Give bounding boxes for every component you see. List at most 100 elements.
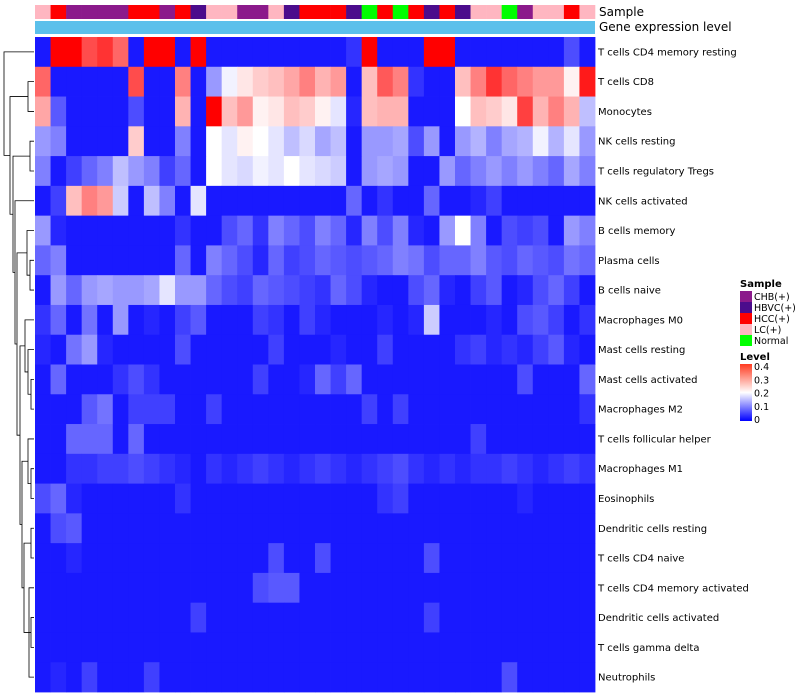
heatmap-cell (423, 156, 440, 187)
heatmap-cell (408, 632, 425, 663)
heatmap-cell (517, 543, 534, 574)
heatmap-cell (221, 662, 238, 693)
heatmap-cell (128, 275, 145, 306)
heatmap-cell (252, 513, 269, 544)
heatmap-cell (470, 215, 487, 246)
heatmap-cell (330, 304, 347, 336)
heatmap-cell (66, 662, 83, 693)
heatmap-cell (361, 632, 378, 663)
heatmap-cell (392, 364, 409, 395)
heatmap-cell (50, 453, 67, 484)
heatmap-cell (330, 66, 347, 97)
heatmap-cell (159, 394, 176, 425)
heatmap-cell (455, 304, 471, 336)
heatmap-cell (206, 334, 223, 365)
heatmap-cell (315, 156, 331, 187)
heatmap-cell (501, 66, 518, 97)
row-label: T cells regulatory Tregs (597, 166, 714, 177)
heatmap-cell (330, 602, 347, 633)
heatmap-cell (128, 304, 145, 336)
heatmap-cell (159, 602, 176, 633)
heatmap-cell (517, 334, 534, 365)
heatmap-cell (81, 245, 98, 276)
heatmap-cell (517, 632, 534, 663)
heatmap-cell (548, 572, 565, 604)
heatmap-cell (299, 543, 316, 574)
heatmap-cell (159, 156, 176, 187)
heatmap-cell (66, 424, 83, 455)
heatmap-cell (361, 304, 378, 336)
heatmap-cell (501, 394, 518, 425)
heatmap-cell (97, 156, 114, 187)
heatmap-cell (346, 453, 363, 484)
legend: Sample CHB(+)HBVC(+)HCC(+)LC(+)Normal Le… (740, 279, 796, 426)
heatmap-cell (423, 364, 440, 395)
heatmap-cell (66, 37, 83, 68)
heatmap-cell (175, 483, 191, 514)
row-label: B cells naive (598, 286, 661, 297)
heatmap-cell (346, 662, 363, 693)
heatmap-cell (159, 275, 176, 306)
heatmap-cell (128, 364, 145, 395)
heatmap-cell (128, 602, 145, 633)
heatmap-cell (563, 96, 580, 127)
sample-annotation-cell (206, 5, 222, 19)
sample-annotation-cell (175, 5, 191, 19)
legend-tick-label: 0.1 (754, 402, 769, 413)
heatmap-cell (517, 304, 534, 336)
heatmap-cell (579, 185, 596, 217)
heatmap-cell (532, 275, 549, 306)
sample-annotation-cell (408, 5, 425, 19)
heatmap-cell (346, 275, 363, 306)
heatmap-cell (112, 602, 129, 633)
heatmap-cell (190, 483, 207, 514)
heatmap-cell (470, 364, 487, 395)
heatmap-cell (206, 215, 223, 246)
heatmap-cell (81, 96, 98, 127)
heatmap-cell (190, 364, 207, 395)
heatmap-cell (50, 543, 67, 574)
heatmap-cell (35, 602, 51, 633)
heatmap-cell (283, 394, 300, 425)
heatmap-cell (252, 245, 269, 276)
expression-annotation-bar (35, 21, 595, 34)
heatmap-cell (548, 245, 565, 276)
heatmap-cell (315, 245, 331, 276)
heatmap-cell (66, 513, 83, 544)
heatmap-cell (128, 334, 145, 365)
heatmap-cell (361, 364, 378, 395)
heatmap-cell (470, 662, 487, 693)
heatmap-cell (299, 215, 316, 246)
heatmap-cell (579, 66, 596, 97)
heatmap-cell (346, 572, 363, 604)
heatmap-cell (455, 572, 471, 604)
heatmap-cell (50, 364, 67, 395)
heatmap-cell (439, 513, 456, 544)
heatmap-cell (143, 364, 160, 395)
heatmap-cell (268, 215, 285, 246)
heatmap-cell (190, 334, 207, 365)
heatmap-cell (470, 394, 487, 425)
heatmap-cell (470, 37, 487, 68)
heatmap-cell (377, 513, 394, 544)
heatmap-cell (517, 126, 534, 157)
heatmap-cell (66, 602, 83, 633)
heatmap-cell (517, 245, 534, 276)
heatmap-cell (81, 215, 98, 246)
heatmap-cell (330, 245, 347, 276)
heatmap-cell (268, 304, 285, 336)
heatmap-cell (408, 662, 425, 693)
heatmap-cell (563, 185, 580, 217)
heatmap-cell (190, 156, 207, 187)
heatmap-cell (532, 37, 549, 68)
heatmap-cell (377, 483, 394, 514)
heatmap-cell (532, 156, 549, 187)
heatmap-cell (112, 185, 129, 217)
heatmap-cell (112, 424, 129, 455)
heatmap-cell (346, 304, 363, 336)
heatmap-cell (159, 215, 176, 246)
heatmap-cell (283, 37, 300, 68)
sample-annotation-cell (346, 5, 362, 19)
heatmap-cell (346, 424, 363, 455)
heatmap-cell (252, 572, 269, 604)
